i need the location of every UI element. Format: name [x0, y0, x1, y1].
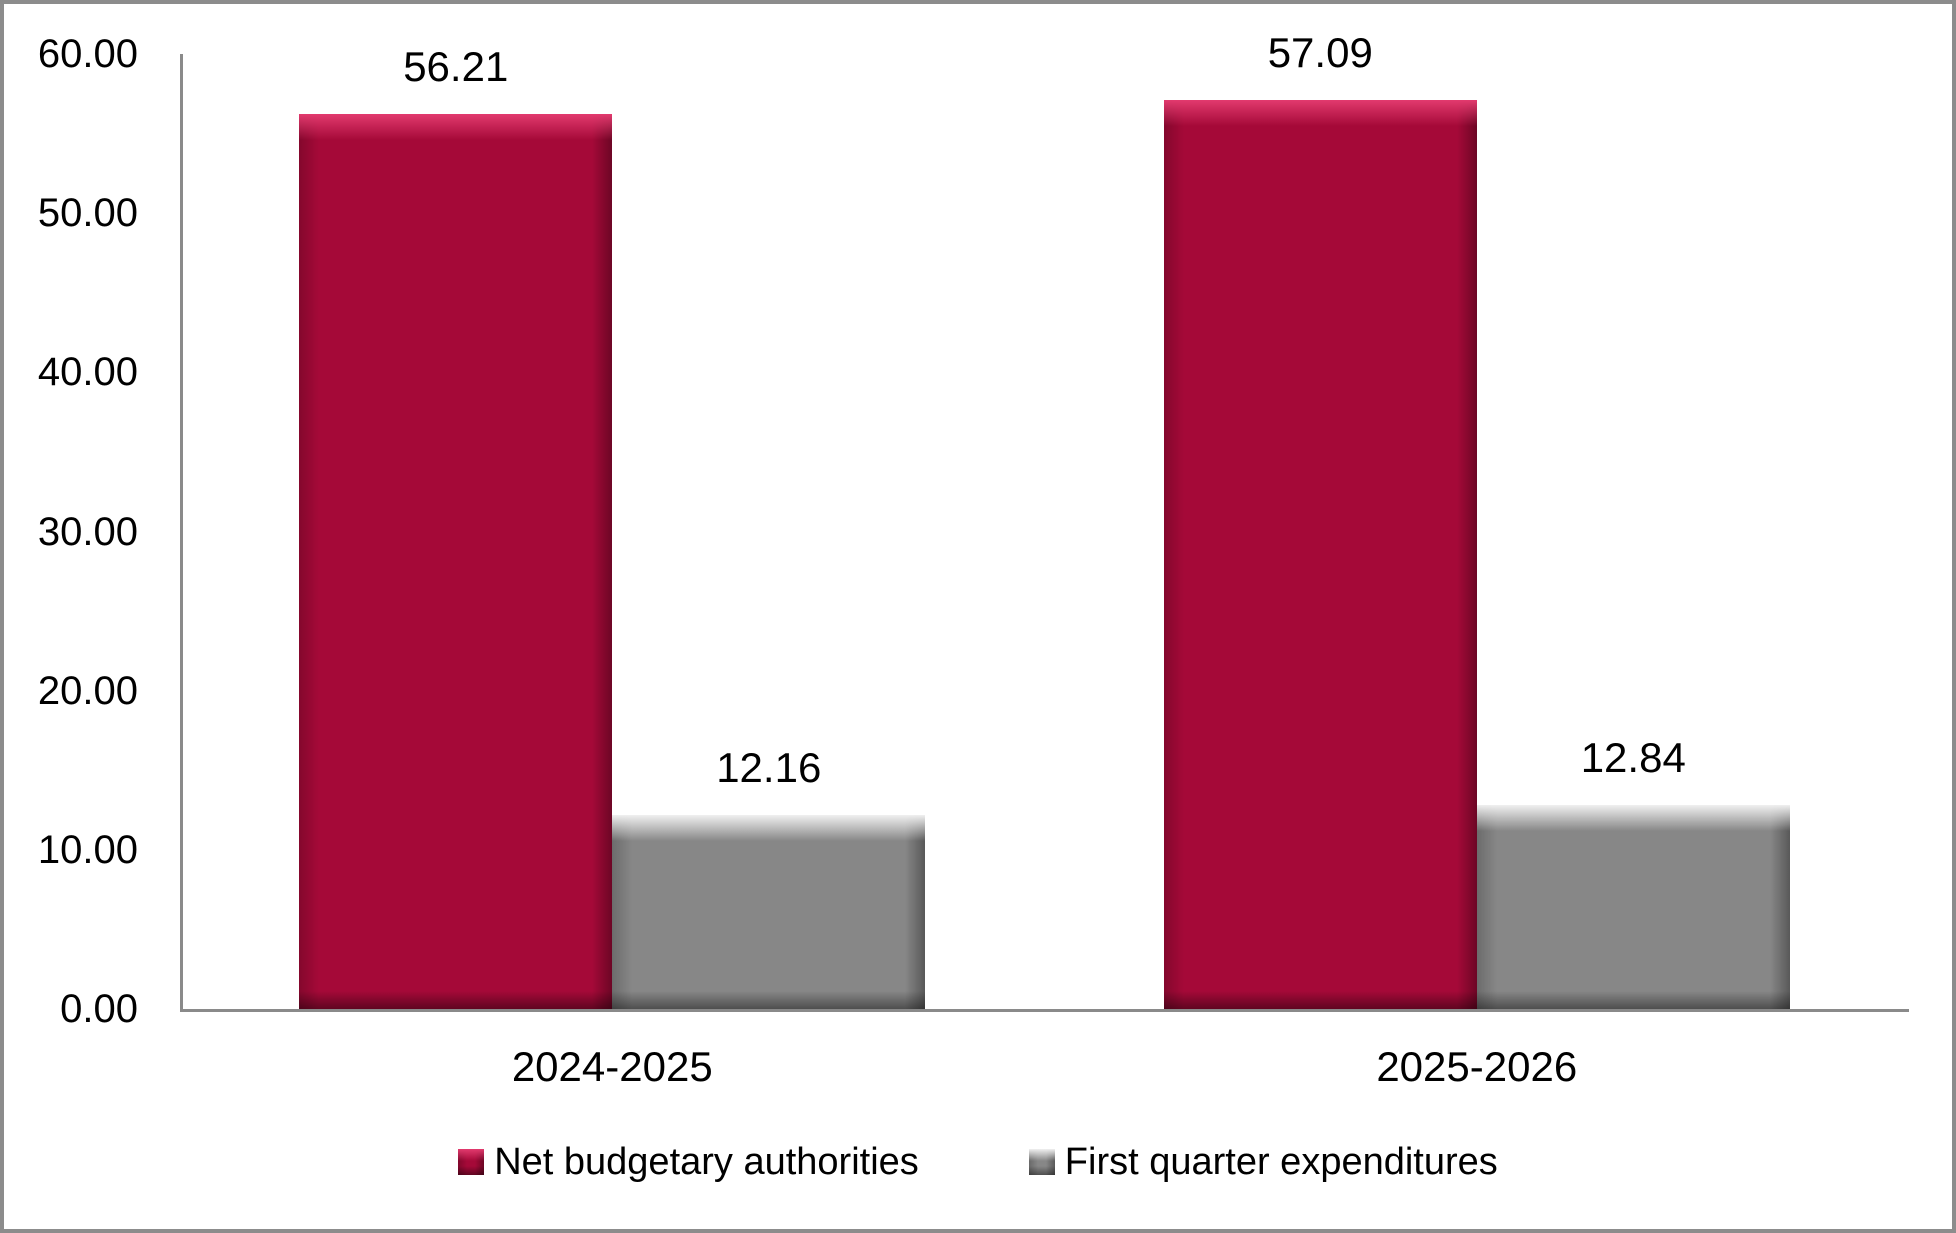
legend-label: First quarter expenditures [1064, 1141, 1498, 1183]
legend: Net budgetary authorities First quarter e… [4, 1136, 1952, 1188]
y-tick-label: 10.00 [37, 827, 138, 872]
data-label: 12.16 [716, 744, 822, 792]
legend-item: First quarter expenditures [1028, 1140, 1498, 1184]
y-tick-label: 30.00 [37, 509, 138, 554]
data-label: 56.21 [403, 43, 509, 91]
category-label: 2025-2026 [1376, 1043, 1578, 1090]
y-tick-label: 60.00 [37, 32, 138, 76]
y-tick-label: 40.00 [37, 350, 138, 395]
bar-series2-cat1 [612, 815, 926, 1009]
bar-series2-cat2 [1476, 804, 1790, 1010]
legend-marker-icon [458, 1149, 485, 1175]
y-tick-label: 20.00 [37, 668, 138, 713]
legend-label: Net budgetary authorities [494, 1141, 919, 1183]
bar-series1-cat2 [1163, 100, 1477, 1009]
data-label: 12.84 [1580, 733, 1686, 781]
x-axis-line [180, 1009, 1909, 1012]
data-label: 57.09 [1267, 29, 1373, 77]
legend-marker-icon [1028, 1149, 1055, 1175]
y-tick-label: 0.00 [60, 987, 138, 1031]
y-axis-line [180, 54, 183, 1012]
category-label: 2024-2025 [511, 1043, 713, 1090]
y-tick-label: 50.00 [37, 191, 138, 236]
bar-series1-cat1 [299, 114, 613, 1009]
legend-item: Net budgetary authorities [458, 1140, 919, 1184]
